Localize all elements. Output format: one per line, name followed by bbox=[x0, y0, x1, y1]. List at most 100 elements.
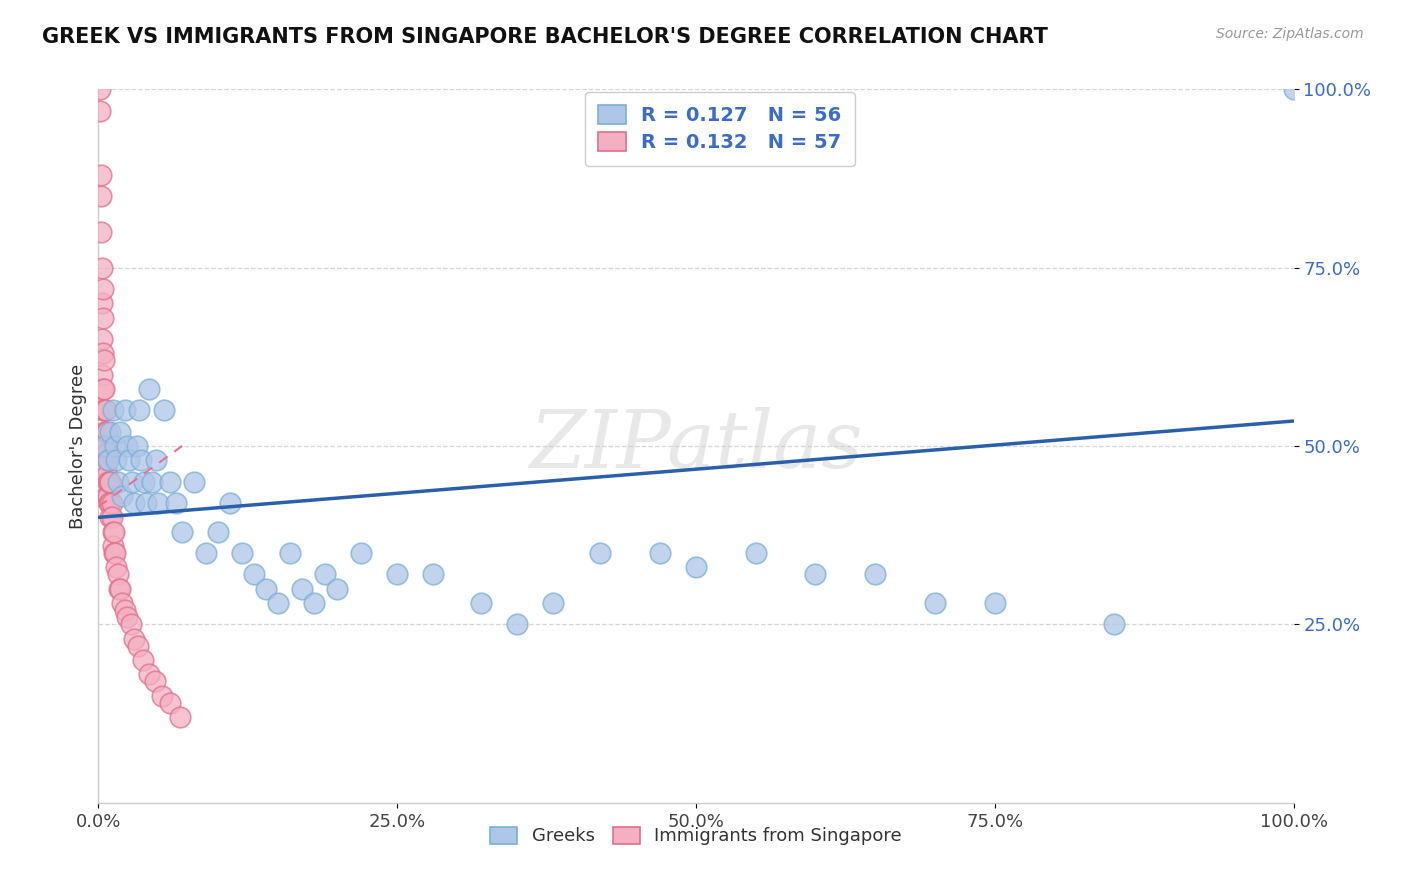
Point bbox=[96, 467, 118, 482]
Point bbox=[97, 475, 120, 489]
Point bbox=[97, 453, 120, 467]
Point bbox=[243, 567, 266, 582]
Point bbox=[127, 639, 149, 653]
Point bbox=[94, 460, 117, 475]
Point bbox=[93, 439, 115, 453]
Point bbox=[118, 453, 141, 467]
Point bbox=[100, 510, 122, 524]
Point bbox=[150, 689, 173, 703]
Point bbox=[159, 475, 181, 489]
Point bbox=[93, 425, 115, 439]
Point bbox=[98, 496, 122, 510]
Point bbox=[91, 382, 114, 396]
Point bbox=[103, 524, 125, 539]
Point bbox=[1282, 82, 1305, 96]
Point bbox=[96, 489, 118, 503]
Point bbox=[101, 539, 124, 553]
Point bbox=[103, 546, 125, 560]
Point bbox=[302, 596, 325, 610]
Point bbox=[124, 632, 146, 646]
Point bbox=[326, 582, 349, 596]
Point bbox=[865, 567, 887, 582]
Point bbox=[385, 567, 409, 582]
Point bbox=[104, 439, 127, 453]
Point bbox=[231, 546, 253, 560]
Point bbox=[172, 524, 194, 539]
Point bbox=[219, 496, 242, 510]
Point bbox=[94, 403, 117, 417]
Point bbox=[91, 282, 114, 296]
Point bbox=[169, 710, 191, 724]
Point bbox=[91, 346, 114, 360]
Point bbox=[207, 524, 229, 539]
Point bbox=[114, 603, 136, 617]
Point bbox=[148, 496, 170, 510]
Point bbox=[91, 310, 114, 325]
Text: Source: ZipAtlas.com: Source: ZipAtlas.com bbox=[1216, 27, 1364, 41]
Point bbox=[470, 596, 492, 610]
Point bbox=[315, 567, 337, 582]
Point bbox=[745, 546, 768, 560]
Point bbox=[93, 353, 115, 368]
Point bbox=[98, 496, 121, 510]
Point bbox=[114, 403, 136, 417]
Point bbox=[541, 596, 564, 610]
Text: GREEK VS IMMIGRANTS FROM SINGAPORE BACHELOR'S DEGREE CORRELATION CHART: GREEK VS IMMIGRANTS FROM SINGAPORE BACHE… bbox=[42, 27, 1047, 46]
Legend: Greeks, Immigrants from Singapore: Greeks, Immigrants from Singapore bbox=[481, 818, 911, 855]
Point bbox=[111, 596, 134, 610]
Point bbox=[125, 439, 148, 453]
Point bbox=[91, 368, 114, 382]
Point bbox=[159, 696, 181, 710]
Point bbox=[291, 582, 314, 596]
Point bbox=[91, 332, 114, 346]
Point bbox=[984, 596, 1007, 610]
Point bbox=[94, 425, 117, 439]
Point bbox=[165, 496, 187, 510]
Point bbox=[101, 524, 124, 539]
Point bbox=[91, 296, 114, 310]
Point bbox=[105, 560, 128, 574]
Point bbox=[138, 667, 160, 681]
Point bbox=[91, 403, 114, 417]
Point bbox=[90, 168, 112, 182]
Point bbox=[121, 475, 143, 489]
Point bbox=[90, 225, 112, 239]
Text: ZIPatlas: ZIPatlas bbox=[529, 408, 863, 484]
Point bbox=[97, 453, 120, 467]
Point bbox=[135, 496, 157, 510]
Point bbox=[131, 453, 153, 467]
Point bbox=[422, 567, 444, 582]
Point bbox=[93, 403, 115, 417]
Point bbox=[589, 546, 612, 560]
Point bbox=[350, 546, 373, 560]
Point bbox=[804, 567, 827, 582]
Point bbox=[195, 546, 218, 560]
Point bbox=[107, 475, 129, 489]
Point bbox=[111, 489, 134, 503]
Point bbox=[648, 546, 672, 560]
Point bbox=[924, 596, 946, 610]
Point bbox=[267, 596, 290, 610]
Point bbox=[115, 439, 138, 453]
Point bbox=[93, 382, 115, 396]
Point bbox=[94, 439, 117, 453]
Point bbox=[278, 546, 301, 560]
Point bbox=[115, 610, 138, 624]
Point bbox=[108, 582, 131, 596]
Point bbox=[90, 189, 112, 203]
Point bbox=[254, 582, 277, 596]
Point bbox=[89, 103, 111, 118]
Point bbox=[124, 496, 146, 510]
Point bbox=[132, 475, 155, 489]
Point bbox=[96, 425, 118, 439]
Point bbox=[91, 260, 114, 275]
Point bbox=[685, 560, 707, 574]
Point bbox=[131, 653, 153, 667]
Point bbox=[145, 453, 167, 467]
Point bbox=[98, 510, 122, 524]
Point bbox=[506, 617, 529, 632]
Point bbox=[98, 475, 122, 489]
Point bbox=[141, 475, 163, 489]
Point bbox=[98, 425, 122, 439]
Point bbox=[120, 617, 142, 632]
